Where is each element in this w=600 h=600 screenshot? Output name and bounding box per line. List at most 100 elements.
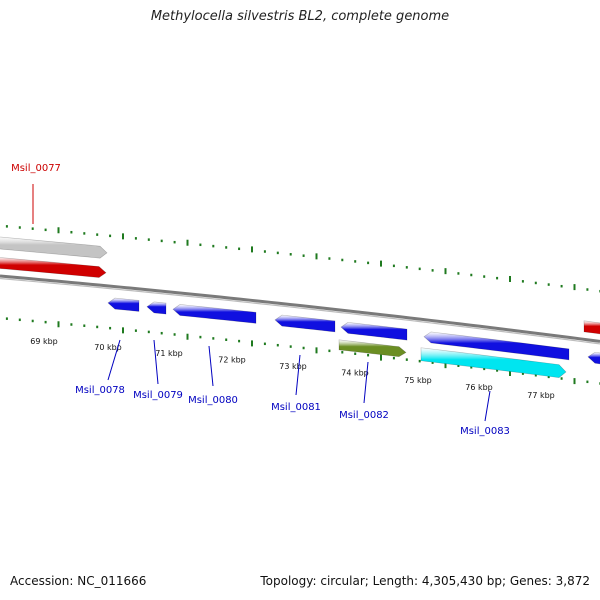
- outer-tick-mark: [521, 280, 524, 283]
- outer-tick-mark: [470, 273, 473, 277]
- inner-tick-mark: [444, 362, 447, 369]
- inner-tick-mark: [276, 343, 279, 347]
- outer-tick-mark: [70, 230, 73, 234]
- inner-tick-mark: [418, 359, 421, 363]
- outer-tick-mark: [534, 281, 537, 285]
- kbp-label: 72 kbp: [218, 355, 246, 364]
- gene-leader-line: [153, 339, 159, 385]
- inner-tick-mark: [315, 347, 318, 354]
- inner-tick-mark: [31, 319, 34, 323]
- kbp-label: 74 kbp: [341, 369, 369, 378]
- outer-tick-mark: [380, 260, 382, 267]
- gene-leader-line: [208, 345, 214, 387]
- inner-tick-mark: [83, 324, 86, 327]
- inner-tick-mark: [173, 333, 176, 336]
- inner-tick-mark: [521, 372, 524, 375]
- inner-tick-mark: [70, 323, 73, 326]
- inner-tick-mark: [509, 369, 511, 376]
- inner-tick-mark: [573, 378, 576, 385]
- inner-tick-mark: [251, 340, 253, 347]
- kbp-label: 76 kbp: [465, 383, 493, 392]
- kbp-label: 71 kbp: [155, 349, 183, 358]
- inner-tick-mark: [160, 331, 163, 335]
- outer-tick-mark: [586, 288, 589, 291]
- outer-tick-mark: [122, 233, 124, 240]
- outer-tick-mark: [83, 232, 86, 235]
- accession-text: Accession: NC_011666: [10, 574, 147, 588]
- outer-tick-mark: [560, 284, 563, 288]
- outer-tick-mark: [573, 284, 576, 291]
- inner-tick-mark: [302, 346, 305, 350]
- outer-tick-mark: [354, 260, 357, 263]
- inner-tick-mark: [547, 375, 550, 379]
- gene-label[interactable]: Msil_0078: [75, 385, 125, 396]
- outer-tick-mark: [173, 240, 176, 244]
- gene-label[interactable]: Msil_0080: [188, 395, 238, 406]
- gene-leader-line: [484, 390, 491, 422]
- gene-msil-0079-arrow[interactable]: [146, 301, 167, 315]
- gene-label[interactable]: Msil_0083: [460, 426, 510, 437]
- outer-tick-mark: [57, 227, 60, 234]
- gene-label[interactable]: Msil_0081: [271, 402, 321, 413]
- kbp-label: 75 kbp: [404, 376, 432, 385]
- gene-leader-line: [295, 354, 301, 396]
- outer-tick-mark: [147, 238, 150, 241]
- inner-tick-mark: [328, 349, 331, 353]
- outer-tick-mark: [225, 246, 228, 249]
- inner-tick-mark: [122, 327, 124, 334]
- gene-msil-0081-arrow[interactable]: [274, 314, 336, 333]
- inner-tick-mark: [457, 364, 460, 367]
- outer-tick-mark: [199, 243, 202, 247]
- gene-msil-0082-arrow[interactable]: [340, 322, 408, 341]
- gene-label[interactable]: Msil_0079: [133, 390, 183, 401]
- outer-tick-mark: [186, 239, 189, 246]
- outer-tick-mark: [251, 246, 253, 253]
- outer-tick-mark: [289, 253, 292, 256]
- outer-tick-mark: [457, 272, 460, 275]
- inner-tick-mark: [289, 345, 292, 348]
- outer-tick-mark: [483, 275, 486, 278]
- gene-msil-0080-arrow[interactable]: [172, 304, 257, 324]
- outer-tick-mark: [212, 244, 215, 248]
- cds-forward-arrow-edge[interactable]: [583, 320, 600, 335]
- gene-label[interactable]: Msil_0077: [11, 163, 61, 174]
- inner-tick-mark: [147, 330, 150, 334]
- misc-feature-bar[interactable]: [338, 339, 407, 357]
- outer-tick-mark: [44, 228, 47, 232]
- cds-reverse-arrow-edge[interactable]: [587, 351, 600, 365]
- inner-tick-mark: [238, 339, 241, 343]
- inner-tick-mark: [431, 361, 434, 364]
- rna-feature-bar[interactable]: [420, 347, 567, 378]
- outer-tick-mark: [547, 283, 550, 286]
- outer-tick-mark: [109, 234, 112, 238]
- inner-tick-mark: [367, 353, 370, 357]
- inner-tick-mark: [586, 380, 589, 384]
- outer-tick-mark: [5, 225, 8, 228]
- genome-backbone-shadow: [0, 277, 600, 345]
- gene-label[interactable]: Msil_0082: [339, 410, 389, 421]
- gene-msil-0078-arrow[interactable]: [107, 297, 140, 312]
- gene-msil-0077-arrow[interactable]: [0, 257, 107, 278]
- kbp-label: 69 kbp: [30, 337, 58, 346]
- rna-gene-bar[interactable]: [0, 236, 108, 259]
- outer-tick-mark: [509, 275, 511, 282]
- genome-summary: Topology: circular; Length: 4,305,430 bp…: [260, 574, 590, 588]
- outer-tick-mark: [392, 264, 395, 268]
- inner-tick-mark: [44, 320, 47, 324]
- outer-tick-mark: [96, 233, 99, 236]
- gene-msil-0083-arrow[interactable]: [423, 331, 570, 361]
- inner-tick-mark: [483, 367, 486, 371]
- inner-tick-mark: [496, 369, 499, 372]
- kbp-label: 70 kbp: [94, 343, 122, 352]
- outer-tick-mark: [431, 269, 434, 272]
- outer-tick-mark: [31, 227, 34, 230]
- outer-tick-mark: [444, 268, 447, 275]
- outer-tick-mark: [328, 257, 331, 260]
- inner-tick-mark: [263, 342, 266, 346]
- inner-tick-mark: [560, 377, 563, 380]
- inner-tick-mark: [380, 354, 382, 361]
- inner-tick-mark: [5, 317, 8, 320]
- outer-tick-mark: [367, 261, 370, 265]
- outer-tick-mark: [302, 254, 305, 257]
